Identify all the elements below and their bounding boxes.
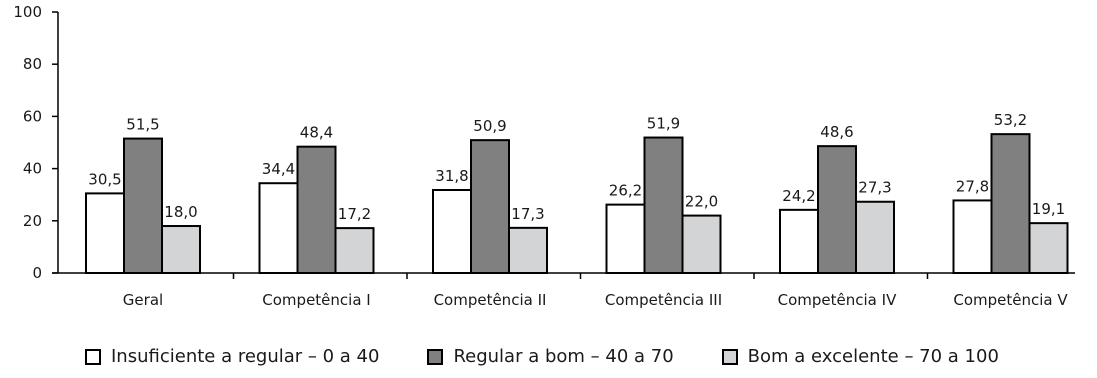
bar bbox=[1030, 223, 1068, 273]
data-label: 17,3 bbox=[511, 205, 544, 223]
x-tick-label: Geral bbox=[123, 291, 163, 309]
data-label: 51,5 bbox=[126, 116, 159, 134]
bar-chart: 0 20 40 60 80 100 30,5 51,5 18,0 Geral 34,4 48,4 17,… bbox=[0, 0, 1097, 340]
data-label: 27,8 bbox=[956, 177, 989, 195]
data-label: 48,4 bbox=[300, 124, 333, 142]
bar bbox=[992, 134, 1030, 273]
bar bbox=[433, 190, 471, 273]
bar bbox=[683, 216, 721, 273]
data-label: 22,0 bbox=[685, 193, 718, 211]
data-label: 31,8 bbox=[435, 167, 468, 185]
bar bbox=[260, 183, 298, 273]
data-label: 51,9 bbox=[647, 115, 680, 133]
bar bbox=[954, 200, 992, 273]
bar bbox=[124, 139, 162, 273]
bar bbox=[780, 210, 818, 273]
x-tick-label: Competência II bbox=[434, 291, 547, 309]
bar bbox=[336, 228, 374, 273]
legend-item-bom: Bom a excelente – 70 a 100 bbox=[722, 346, 999, 367]
legend-label-regular: Regular a bom – 40 a 70 bbox=[453, 346, 673, 367]
x-tick-label: Competência V bbox=[953, 291, 1068, 309]
legend: Insuficiente a regular – 0 a 40 Regular … bbox=[85, 346, 1047, 367]
legend-item-regular: Regular a bom – 40 a 70 bbox=[427, 346, 673, 367]
data-label: 26,2 bbox=[609, 182, 642, 200]
data-label: 19,1 bbox=[1032, 200, 1065, 218]
y-tick-label: 80 bbox=[23, 55, 42, 73]
x-tick-label: Competência I bbox=[262, 291, 370, 309]
y-tick-label: 20 bbox=[23, 212, 42, 230]
legend-label-bom: Bom a excelente – 70 a 100 bbox=[748, 346, 999, 367]
y-tick-label: 100 bbox=[13, 3, 42, 21]
bar bbox=[471, 140, 509, 273]
data-label: 27,3 bbox=[858, 179, 891, 197]
y-tick-label: 40 bbox=[23, 160, 42, 178]
data-label: 34,4 bbox=[262, 160, 295, 178]
bar bbox=[856, 202, 894, 273]
data-label: 30,5 bbox=[88, 170, 121, 188]
data-label: 53,2 bbox=[994, 111, 1027, 129]
bar bbox=[607, 205, 645, 273]
data-label: 24,2 bbox=[782, 187, 815, 205]
y-tick-label: 0 bbox=[32, 264, 42, 282]
data-label: 48,6 bbox=[820, 123, 853, 141]
legend-item-insuficiente: Insuficiente a regular – 0 a 40 bbox=[85, 346, 379, 367]
bar bbox=[86, 193, 124, 273]
bar bbox=[818, 146, 856, 273]
data-label: 18,0 bbox=[164, 203, 197, 221]
legend-swatch-insuficiente bbox=[85, 349, 101, 365]
legend-swatch-regular bbox=[427, 349, 443, 365]
legend-swatch-bom bbox=[722, 349, 738, 365]
legend-label-insuficiente: Insuficiente a regular – 0 a 40 bbox=[111, 346, 379, 367]
bar bbox=[162, 226, 200, 273]
bar bbox=[509, 228, 547, 273]
data-label: 17,2 bbox=[338, 205, 371, 223]
bar bbox=[645, 138, 683, 273]
bar bbox=[298, 147, 336, 273]
y-tick-label: 60 bbox=[23, 107, 42, 125]
x-tick-label: Competência III bbox=[605, 291, 722, 309]
data-label: 50,9 bbox=[473, 117, 506, 135]
x-tick-label: Competência IV bbox=[778, 291, 897, 309]
